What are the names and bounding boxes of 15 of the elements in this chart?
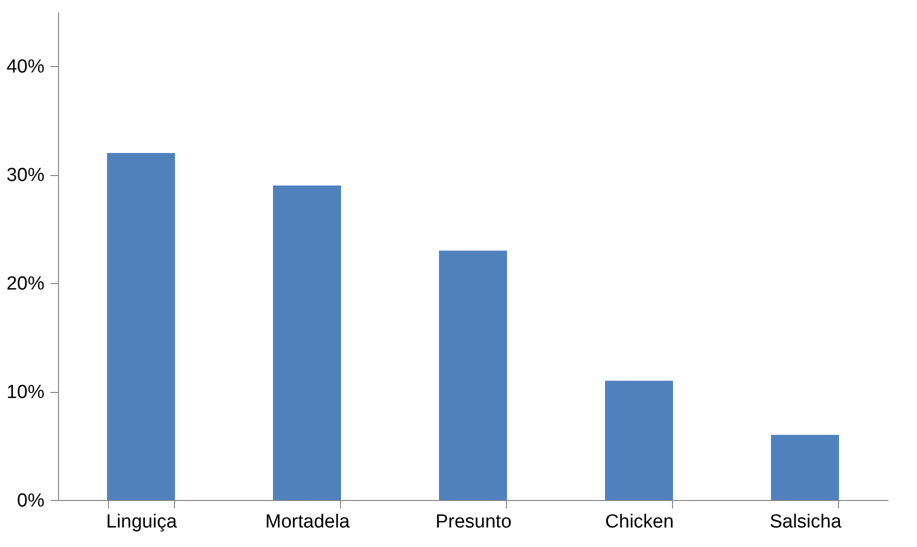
x-tick-label: Mortadela <box>265 512 350 532</box>
y-tick-label: 10% <box>6 382 45 404</box>
y-tick-label: 40% <box>6 56 45 78</box>
y-tick-label: 30% <box>6 165 45 186</box>
y-tick-label: 0% <box>17 490 45 512</box>
bar <box>439 250 507 500</box>
bar <box>605 380 673 500</box>
bar <box>107 152 175 500</box>
bar <box>273 186 341 500</box>
x-tick-label: Chicken <box>605 512 674 532</box>
bar <box>771 434 839 500</box>
y-tick-label: 20% <box>6 274 45 295</box>
x-tick-label: Presunto <box>435 512 512 532</box>
x-tick-label: Linguiça <box>106 512 178 532</box>
x-tick-label: Salsicha <box>770 512 842 532</box>
